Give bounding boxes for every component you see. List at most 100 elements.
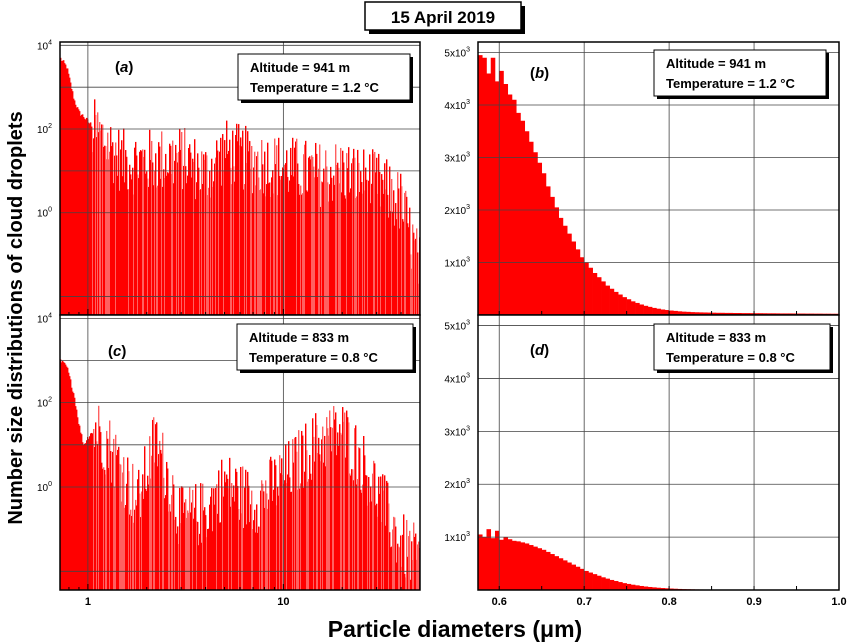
histogram-bar xyxy=(231,483,233,590)
histogram-bar xyxy=(266,184,268,315)
histogram-bar xyxy=(244,184,246,315)
histogram-bar xyxy=(140,517,142,590)
histogram-bar xyxy=(405,190,407,315)
histogram-bar xyxy=(209,170,211,315)
histogram-bar xyxy=(322,182,324,315)
histogram-bar xyxy=(390,547,392,590)
histogram-bar xyxy=(348,422,350,590)
histogram-bar xyxy=(280,179,282,315)
histogram-bar xyxy=(507,94,513,315)
histogram-bar xyxy=(284,164,286,315)
histogram-bar xyxy=(214,504,216,590)
y-tick-label: 104 xyxy=(37,39,52,52)
histogram-bar xyxy=(186,517,188,590)
histogram-bar xyxy=(592,273,598,315)
histogram-bar xyxy=(382,474,384,590)
histogram-bar xyxy=(388,503,390,590)
histogram-bar xyxy=(694,312,700,315)
histogram-bar xyxy=(62,360,64,590)
histogram-bar xyxy=(132,167,134,315)
histogram-bar xyxy=(250,504,252,590)
histogram-bar xyxy=(398,188,400,315)
histogram-bar xyxy=(249,522,251,590)
histogram-bar xyxy=(337,432,339,590)
histogram-bar xyxy=(196,521,198,590)
histogram-bar xyxy=(376,503,378,590)
histogram-bar xyxy=(174,160,176,315)
histogram-bar xyxy=(321,181,323,315)
histogram-bar xyxy=(77,107,79,315)
histogram-bar xyxy=(121,501,123,590)
histogram-bar xyxy=(381,174,383,315)
histogram-bar xyxy=(353,480,355,590)
histogram-bar xyxy=(361,492,363,590)
histogram-bar xyxy=(74,397,76,590)
annotation-text: Temperature = 0.8 °C xyxy=(666,350,795,365)
histogram-bar xyxy=(281,458,283,590)
histogram-bar xyxy=(336,455,338,590)
histogram-bar xyxy=(192,489,194,590)
histogram-bar xyxy=(528,141,534,315)
histogram-bar xyxy=(384,163,386,315)
histogram-bar xyxy=(596,575,602,590)
histogram-bar xyxy=(169,504,171,590)
histogram-bar xyxy=(202,183,204,315)
histogram-bar xyxy=(162,432,164,590)
histogram-bar xyxy=(171,494,173,590)
histogram-bar xyxy=(562,225,568,315)
y-tick-label: 4x103 xyxy=(444,372,470,385)
histogram-bar xyxy=(145,173,147,315)
histogram-bar xyxy=(296,451,298,590)
histogram-bar xyxy=(112,142,114,315)
histogram-bar xyxy=(247,471,249,590)
histogram-bar xyxy=(294,437,296,590)
histogram-bar xyxy=(154,462,156,590)
histogram-bar xyxy=(121,140,123,315)
histogram-bar xyxy=(303,487,305,590)
histogram-bar xyxy=(120,464,122,590)
histogram-bar xyxy=(407,556,409,590)
histogram-bar xyxy=(358,447,360,590)
histogram-bar xyxy=(157,466,159,590)
histogram-bar xyxy=(369,154,371,315)
histogram-bar xyxy=(724,312,729,315)
histogram-bar xyxy=(165,153,167,315)
histogram-bar xyxy=(405,577,407,590)
histogram-bar xyxy=(201,151,203,315)
histogram-bar xyxy=(711,312,717,315)
histogram-bar xyxy=(339,183,341,315)
histogram-bar xyxy=(413,522,415,590)
histogram-bar xyxy=(232,130,234,315)
histogram-bar xyxy=(157,185,159,315)
histogram-bar xyxy=(414,240,416,315)
histogram-bar xyxy=(482,57,487,315)
histogram-bar xyxy=(172,475,174,590)
x-tick-label: 10 xyxy=(277,596,289,608)
y-tick-label: 1x103 xyxy=(444,257,470,270)
histogram-bar xyxy=(664,310,670,315)
histogram-bar xyxy=(336,164,338,315)
histogram-bar xyxy=(83,444,85,590)
histogram-bar xyxy=(184,127,186,315)
histogram-bar xyxy=(218,470,220,590)
histogram-bar xyxy=(312,156,314,315)
grid-d xyxy=(478,315,839,590)
histogram-bar xyxy=(108,468,110,590)
histogram-bar xyxy=(129,514,131,590)
histogram-bar xyxy=(127,457,129,590)
histogram-bar xyxy=(211,158,213,315)
histogram-bar xyxy=(196,182,198,315)
histogram-bar xyxy=(166,461,168,590)
histogram-bar xyxy=(109,420,111,590)
histogram-bar xyxy=(222,486,224,590)
histogram-bar xyxy=(403,221,405,315)
histogram-bar xyxy=(345,457,347,590)
histogram-bar xyxy=(63,362,65,590)
histogram-bar xyxy=(605,285,610,315)
histogram-bar xyxy=(191,502,193,590)
histogram-bar xyxy=(181,486,183,590)
y-tick-label: 2x103 xyxy=(444,478,470,491)
histogram-bar xyxy=(347,168,349,315)
histogram-bar xyxy=(214,163,216,315)
histogram-bar xyxy=(234,181,236,315)
